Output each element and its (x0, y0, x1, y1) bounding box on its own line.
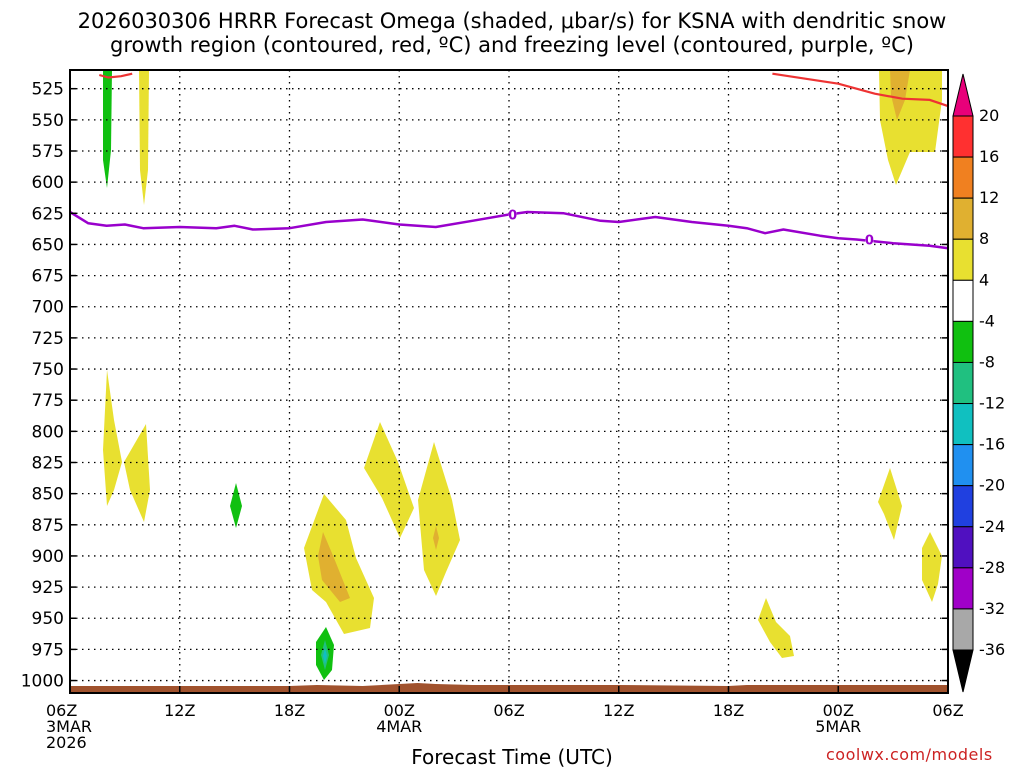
colorbar-bottom-arrow (952, 649, 974, 693)
x-tick-label-2-0: 18Z (274, 701, 305, 720)
shade-orange-upper-right (890, 70, 910, 120)
x-tick-label-1-0: 12Z (164, 701, 195, 720)
x-tick-label-0-0: 06Z (46, 701, 77, 720)
y-tick-label-850: 850 (32, 485, 64, 505)
y-tick-label-900: 900 (32, 547, 64, 567)
x-tick-label-5-0: 12Z (603, 701, 634, 720)
colorbar-label-8: -16 (979, 435, 1005, 454)
x-tick-label-6-0: 18Z (713, 701, 744, 720)
y-tick-label-800: 800 (32, 422, 64, 442)
shade-orange-central (318, 532, 350, 602)
y-tick-label-650: 650 (32, 235, 64, 255)
colorbar-bin-9 (952, 485, 974, 528)
x-tick-label-7-1: 5MAR (815, 717, 861, 736)
shade-yellow-right-mid (878, 468, 902, 540)
freezing-label-bg-0 (508, 208, 517, 221)
shade-yellow-upper-left (139, 70, 149, 205)
shade-yellow-upper-right (879, 70, 942, 185)
colorbar-label-7: -12 (979, 394, 1005, 413)
y-tick-label-725: 725 (32, 329, 64, 349)
x-tick-label-0-1: 3MAR (46, 717, 92, 736)
plot-frame (69, 69, 949, 694)
y-tick-label-775: 775 (32, 391, 64, 411)
freezing-level-label-1: 0 (865, 233, 874, 248)
colorbar-label-11: -28 (979, 558, 1005, 577)
y-tick-label-550: 550 (32, 111, 64, 131)
x-tick-label-3-1: 4MAR (376, 717, 422, 736)
dgz-contour-1 (772, 72, 949, 108)
colorbar-bin-8 (952, 444, 974, 487)
omega-shaded-areas (103, 70, 942, 680)
shade-yellow-lobe-a (103, 370, 122, 506)
y-tick-label-525: 525 (32, 80, 64, 100)
chart-title-line2: growth region (contoured, red, ºC) and f… (110, 33, 914, 57)
colorbar-label-5: -4 (979, 311, 995, 330)
x-tick-label-3-0: 00Z (384, 701, 415, 720)
x-tick-label-8-0: 06Z (932, 701, 963, 720)
shade-yellow-diagonal (364, 422, 414, 538)
chart-title-line1: 2026030306 HRRR Forecast Omega (shaded, … (77, 9, 947, 33)
colorbar-bin-11 (952, 567, 974, 610)
colorbar-bin-12 (952, 608, 974, 651)
colorbar-bin-10 (952, 526, 974, 569)
shade-yellow-lobe-b (124, 424, 150, 522)
colorbar-bin-1 (952, 156, 974, 199)
colorbar-label-6: -8 (979, 352, 995, 371)
y-tick-label-975: 975 (32, 640, 64, 660)
colorbar-top-arrow (952, 73, 974, 117)
colorbar-label-12: -32 (979, 599, 1005, 618)
y-tick-label-625: 625 (32, 204, 64, 224)
shade-yellow-right-bottom (758, 598, 794, 658)
colorbar-bin-0 (952, 115, 974, 158)
y-tick-label-600: 600 (32, 173, 64, 193)
colorbar: 20 16 12 8 4 -4 -8 -12 -16 -20 -24 -28 -32 -36 (952, 73, 1005, 693)
shade-yellow-right-low (922, 532, 942, 602)
y-tick-label-950: 950 (32, 609, 64, 629)
shade-green-upper-left (103, 70, 112, 188)
colorbar-bin-6 (952, 361, 974, 405)
y-tick-label-675: 675 (32, 267, 64, 287)
colorbar-bin-4 (952, 279, 974, 322)
colorbar-bin-7 (952, 403, 974, 446)
y-tick-label-925: 925 (32, 578, 64, 598)
y-axis: 525 550 575 600 625 650 675 700 725 750 775 800 825 8… (21, 80, 948, 692)
colorbar-label-2: 12 (979, 188, 999, 207)
y-tick-label-1000: 1000 (21, 672, 64, 692)
y-tick-label-825: 825 (32, 453, 64, 473)
colorbar-label-0: 20 (979, 106, 999, 125)
freezing-level-label-0: 0 (508, 209, 517, 224)
colorbar-label-9: -20 (979, 476, 1005, 495)
colorbar-label-10: -24 (979, 517, 1005, 536)
colorbar-label-3: 8 (979, 229, 989, 248)
colorbar-bin-3 (952, 238, 974, 281)
colorbar-bin-2 (952, 197, 974, 240)
grid-lines (70, 70, 948, 693)
colorbar-bin-5 (952, 320, 974, 363)
shade-cyan-bottom (323, 648, 327, 664)
colorbar-label-4: 4 (979, 270, 989, 289)
freezing-label-bg-1 (865, 233, 874, 246)
x-tick-label-7-0: 00Z (823, 701, 854, 720)
x-tick-label-4-0: 06Z (493, 701, 524, 720)
shade-green-small (230, 483, 242, 528)
y-tick-label-750: 750 (32, 360, 64, 380)
x-tick-label-0-2: 2026 (46, 733, 87, 752)
colorbar-label-13: -36 (979, 640, 1005, 659)
dgz-contour-0 (99, 72, 133, 79)
colorbar-label-1: 16 (979, 147, 999, 166)
shade-yellow-central (304, 494, 374, 634)
y-tick-label-875: 875 (32, 516, 64, 536)
credit-link[interactable]: coolwx.com/models (826, 745, 993, 764)
x-axis-label: Forecast Time (UTC) (411, 745, 613, 769)
shade-yellow-post00z (418, 442, 460, 596)
contour-lines: 00 (69, 72, 949, 250)
y-tick-label-575: 575 (32, 142, 64, 162)
y-tick-label-700: 700 (32, 298, 64, 318)
shade-orange-post00z (433, 526, 439, 550)
